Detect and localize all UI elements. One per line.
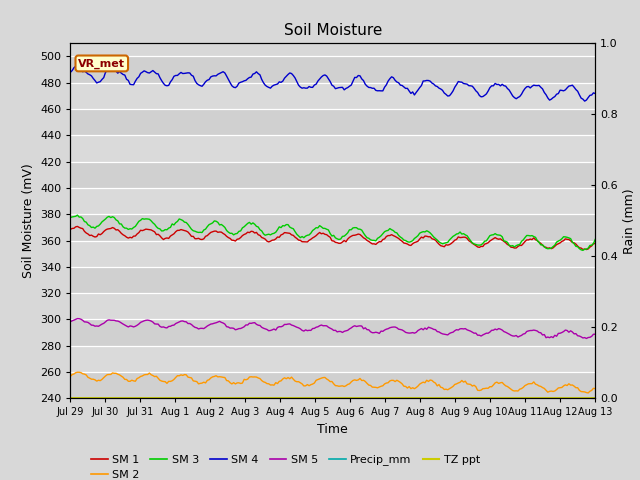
SM 3	[511, 244, 518, 250]
SM 5	[582, 336, 590, 341]
Precip_mm	[379, 396, 387, 401]
TZ ppt	[379, 395, 387, 401]
Bar	[70, 372, 595, 398]
SM 5	[68, 318, 76, 324]
SM 1	[381, 236, 388, 242]
TZ ppt	[67, 395, 74, 401]
SM 2	[390, 377, 397, 383]
SM 3	[74, 212, 81, 218]
SM 2	[379, 383, 387, 389]
TZ ppt	[388, 395, 396, 401]
Bar	[70, 109, 595, 135]
Bar	[70, 188, 595, 214]
SM 3	[579, 248, 587, 253]
SM 5	[379, 328, 387, 334]
SM 3	[68, 214, 76, 220]
SM 3	[591, 237, 599, 242]
X-axis label: Time: Time	[317, 423, 348, 436]
Precip_mm	[509, 396, 516, 401]
SM 4	[511, 95, 518, 100]
SM 5	[591, 331, 599, 337]
Line: SM 3: SM 3	[70, 215, 595, 251]
SM 4	[379, 88, 387, 94]
TZ ppt	[542, 395, 550, 401]
SM 4	[544, 95, 552, 101]
Bar	[70, 56, 595, 83]
SM 1	[67, 227, 74, 232]
Legend: SM 1, SM 2, SM 3, SM 4, SM 5, Precip_mm, TZ ppt: SM 1, SM 2, SM 3, SM 4, SM 5, Precip_mm,…	[86, 450, 484, 480]
TZ ppt	[509, 395, 516, 401]
SM 2	[544, 389, 552, 395]
Line: SM 5: SM 5	[70, 319, 595, 338]
SM 4	[72, 63, 79, 69]
SM 4	[581, 98, 589, 104]
Line: SM 4: SM 4	[70, 66, 595, 101]
SM 1	[379, 237, 387, 242]
SM 3	[379, 231, 387, 237]
SM 1	[74, 224, 81, 229]
Bar	[70, 162, 595, 188]
SM 2	[74, 370, 81, 375]
SM 4	[381, 84, 388, 90]
SM 4	[67, 70, 74, 75]
Precip_mm	[68, 396, 76, 401]
SM 4	[68, 68, 76, 73]
SM 2	[511, 388, 518, 394]
SM 2	[67, 373, 74, 379]
TZ ppt	[377, 395, 385, 401]
Bar	[70, 135, 595, 162]
Bar	[70, 240, 595, 267]
SM 1	[544, 245, 552, 251]
SM 1	[390, 233, 397, 239]
TZ ppt	[68, 395, 76, 401]
SM 3	[381, 229, 388, 235]
Precip_mm	[388, 396, 396, 401]
SM 1	[591, 240, 599, 246]
Bar	[70, 320, 595, 346]
SM 5	[544, 334, 552, 340]
SM 2	[591, 386, 599, 392]
Bar	[70, 346, 595, 372]
Bar	[70, 267, 595, 293]
Line: SM 1: SM 1	[70, 227, 595, 250]
SM 3	[544, 246, 552, 252]
SM 3	[67, 215, 74, 220]
SM 5	[511, 333, 518, 339]
SM 3	[390, 228, 397, 233]
SM 5	[390, 324, 397, 330]
SM 5	[67, 319, 74, 324]
SM 2	[381, 381, 388, 387]
SM 5	[381, 327, 388, 333]
Precip_mm	[542, 396, 550, 401]
SM 4	[390, 75, 397, 81]
Title: Soil Moisture: Soil Moisture	[284, 23, 382, 38]
Precip_mm	[591, 396, 599, 401]
Line: SM 2: SM 2	[70, 372, 595, 393]
Y-axis label: Soil Moisture (mV): Soil Moisture (mV)	[22, 163, 35, 278]
SM 1	[582, 247, 590, 252]
SM 2	[68, 372, 76, 377]
SM 4	[591, 91, 599, 96]
Bar	[70, 214, 595, 240]
Y-axis label: Rain (mm): Rain (mm)	[623, 188, 636, 253]
SM 5	[74, 316, 81, 322]
TZ ppt	[591, 395, 599, 401]
SM 1	[511, 245, 518, 251]
Text: VR_met: VR_met	[78, 58, 125, 69]
SM 1	[68, 226, 76, 231]
Bar	[70, 293, 595, 320]
Precip_mm	[67, 396, 74, 401]
Precip_mm	[377, 396, 385, 401]
Bar	[70, 83, 595, 109]
SM 2	[584, 390, 592, 396]
